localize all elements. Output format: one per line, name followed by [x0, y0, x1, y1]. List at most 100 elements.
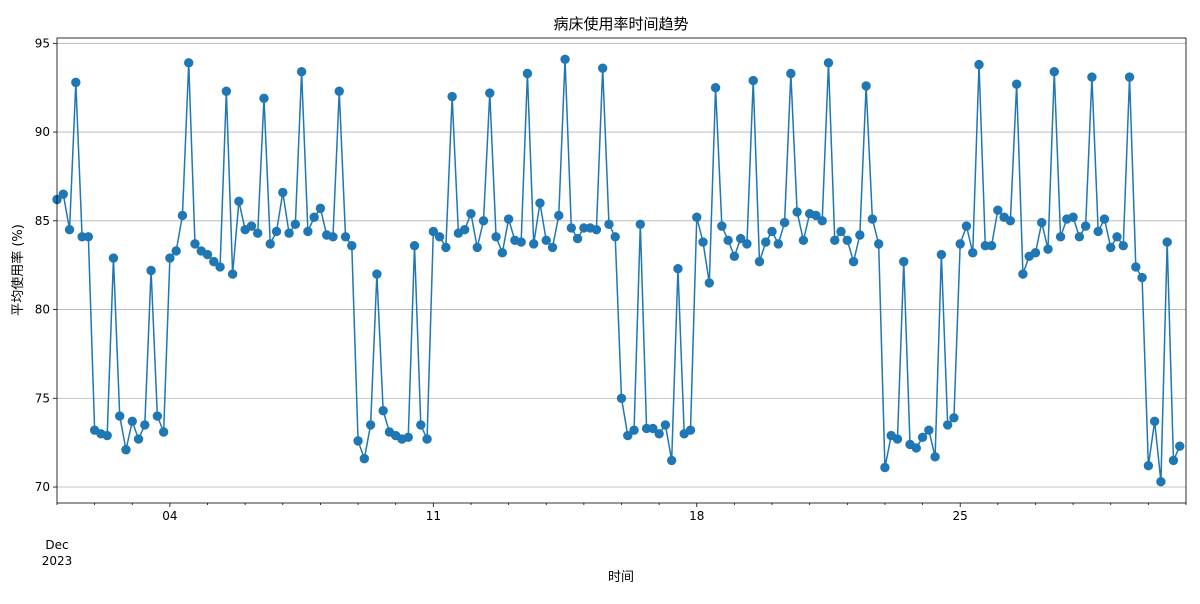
data-point	[1118, 240, 1128, 251]
data-point	[591, 224, 602, 235]
data-point	[949, 413, 959, 423]
y-tick-label: 80	[35, 303, 50, 317]
data-point	[1055, 232, 1066, 242]
data-point	[842, 235, 852, 246]
data-point	[1156, 477, 1166, 487]
data-point	[259, 93, 269, 104]
data-point	[422, 434, 432, 444]
data-point	[610, 232, 620, 242]
data-point	[459, 224, 470, 235]
data-point	[786, 68, 796, 79]
data-point	[152, 411, 163, 421]
data-point	[729, 251, 740, 261]
data-point	[365, 420, 376, 430]
data-point	[102, 430, 112, 441]
data-point	[146, 265, 156, 276]
data-point	[811, 210, 821, 221]
data-point	[754, 256, 765, 267]
data-point	[271, 226, 282, 237]
data-point	[1143, 461, 1154, 471]
data-point	[861, 81, 871, 91]
data-point	[234, 196, 244, 206]
x-tick-label: 25	[953, 509, 968, 523]
data-point	[246, 221, 257, 231]
x-axis-year-label: 2023	[42, 554, 73, 568]
data-point	[340, 232, 351, 242]
data-point	[296, 67, 307, 77]
data-point	[855, 230, 865, 240]
data-point	[378, 406, 388, 416]
data-point	[1137, 272, 1147, 283]
data-point	[1162, 237, 1172, 247]
data-point	[660, 420, 671, 430]
data-point	[867, 214, 878, 224]
data-point	[779, 217, 790, 228]
data-point	[278, 187, 288, 198]
data-point	[83, 232, 94, 242]
data-point	[115, 411, 125, 421]
data-point	[108, 253, 119, 263]
data-point	[735, 233, 746, 244]
data-point	[635, 219, 646, 230]
y-tick-label: 75	[35, 391, 50, 405]
data-point	[873, 239, 884, 249]
data-point	[416, 420, 426, 430]
data-point	[497, 248, 508, 258]
data-point	[1112, 232, 1122, 242]
data-point	[692, 212, 702, 222]
data-point	[968, 248, 978, 258]
data-point	[1124, 72, 1135, 82]
data-point	[309, 212, 319, 222]
data-point	[253, 228, 263, 238]
data-point	[1175, 441, 1185, 451]
data-point	[547, 242, 558, 253]
data-point	[1018, 269, 1028, 279]
data-point	[710, 82, 721, 93]
data-point	[1043, 244, 1053, 254]
data-point	[265, 239, 275, 249]
data-point	[1037, 217, 1047, 228]
data-point	[353, 436, 363, 446]
data-point	[880, 462, 890, 473]
data-point	[685, 425, 696, 435]
data-point	[158, 427, 169, 437]
data-point	[773, 239, 784, 249]
data-point	[478, 216, 489, 226]
data-point	[347, 240, 357, 251]
data-point	[1011, 79, 1022, 89]
grid-lines	[57, 42, 1186, 488]
data-point	[466, 209, 476, 219]
y-tick-label: 95	[35, 36, 50, 50]
series-line	[56, 59, 1181, 482]
data-point	[133, 434, 144, 444]
data-point	[648, 423, 658, 434]
data-point	[535, 198, 545, 208]
data-point	[165, 253, 175, 263]
data-point	[560, 54, 570, 64]
data-point	[428, 226, 439, 237]
data-point	[1087, 72, 1097, 82]
data-point	[936, 249, 947, 260]
data-point	[328, 232, 338, 242]
x-axis-label: 时间	[608, 570, 634, 585]
x-axis-month-label: Dec	[45, 538, 68, 552]
data-point	[848, 256, 859, 267]
x-tick-label: 18	[689, 509, 704, 523]
data-point	[911, 443, 921, 453]
data-point	[717, 221, 727, 231]
data-point	[993, 205, 1003, 215]
x-tick-label: 11	[426, 509, 441, 523]
data-point	[516, 237, 526, 247]
data-point	[434, 232, 445, 242]
data-point	[221, 86, 232, 96]
data-point	[1030, 248, 1041, 258]
data-point	[666, 455, 677, 466]
data-point	[202, 249, 213, 260]
data-point	[441, 242, 451, 253]
data-point	[616, 393, 627, 403]
data-point	[798, 235, 809, 246]
data-point	[58, 189, 68, 199]
data-point	[742, 239, 752, 249]
data-point	[315, 203, 326, 214]
